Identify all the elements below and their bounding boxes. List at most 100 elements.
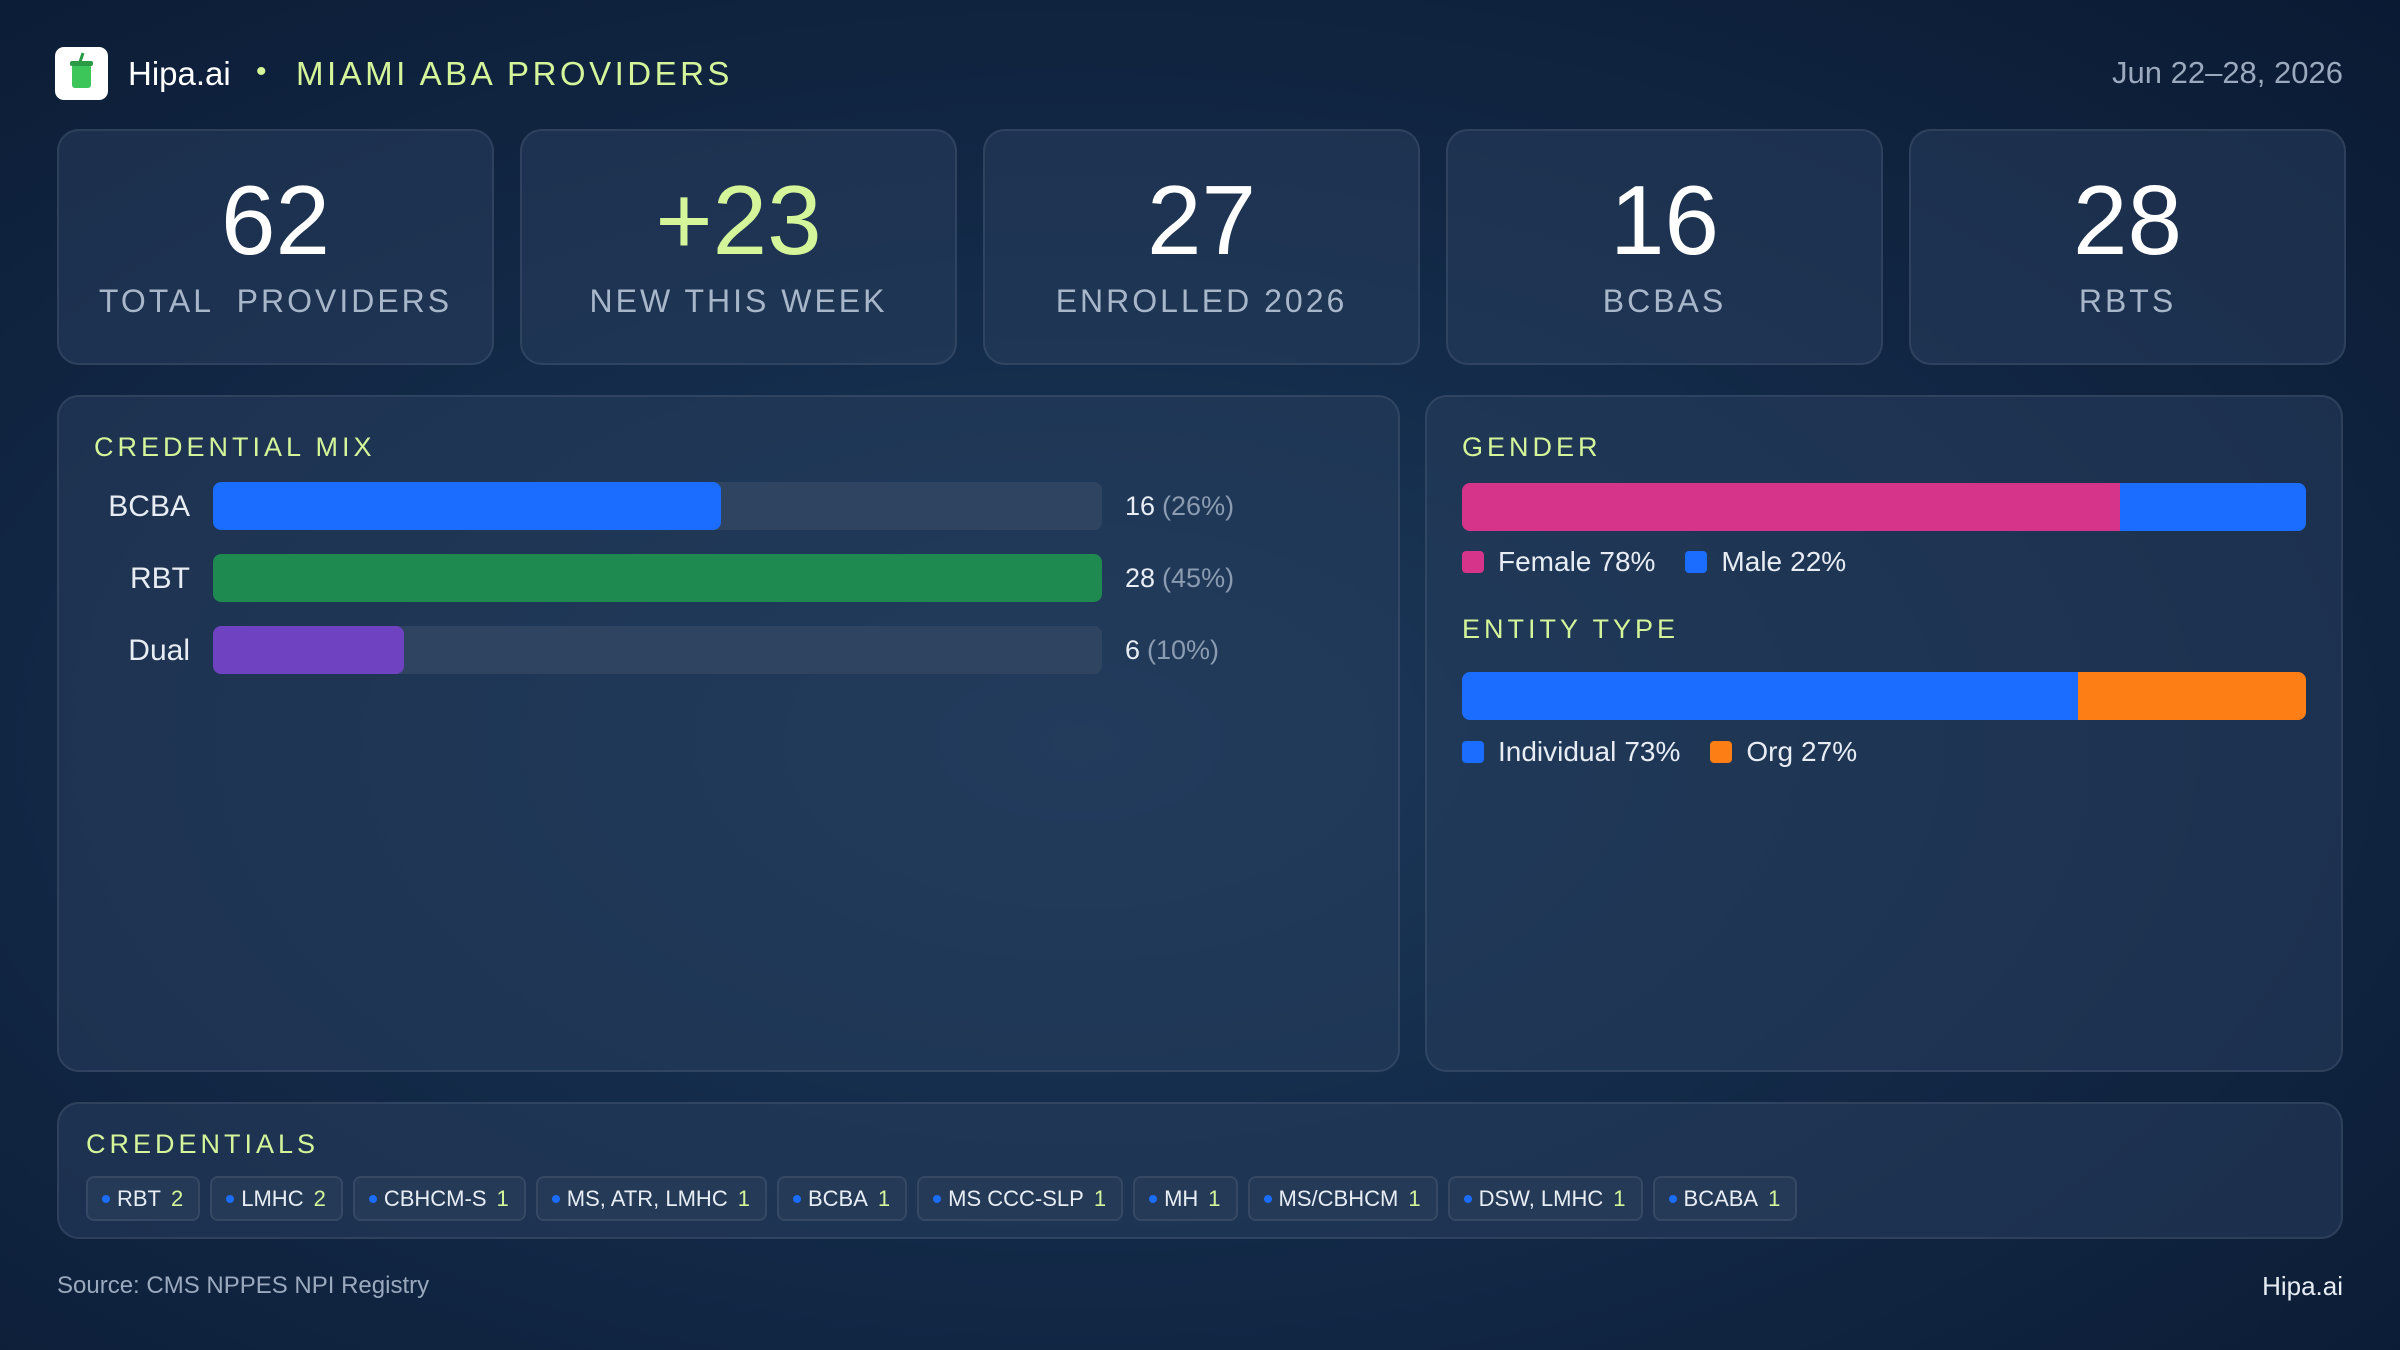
chip-dot — [1668, 1194, 1677, 1203]
legend: Individual 73% Org 27% — [1462, 736, 1887, 768]
credential-chip: DSW, LMHC 1 — [1447, 1176, 1643, 1221]
brand: Hipa.ai — [128, 55, 231, 92]
credential-chip: BCABA 1 — [1652, 1176, 1798, 1221]
page-title: MIAMI ABA PROVIDERS — [296, 55, 733, 92]
segment — [1462, 672, 2079, 720]
credential-chip: CBHCM-S 1 — [352, 1176, 526, 1221]
panel-title: GENDER — [1462, 432, 1602, 462]
chip-count: 1 — [1408, 1185, 1421, 1211]
bar-value: 6 (10%) — [1125, 635, 1219, 666]
bar — [213, 482, 721, 530]
bar — [213, 554, 1102, 602]
kpi-card: 62 TOTAL PROVIDERS — [57, 129, 494, 365]
chip-name: MS/CBHCM — [1278, 1185, 1399, 1211]
chip-dot — [368, 1194, 377, 1203]
credential-chip: BCBA 1 — [776, 1176, 908, 1221]
chip-count: 1 — [1613, 1185, 1626, 1211]
legend-swatch — [1685, 551, 1708, 573]
bar-label: Dual — [128, 634, 190, 667]
stacked-bar — [1462, 483, 2306, 531]
legend-value: 27% — [1801, 736, 1858, 767]
legend-value: 73% — [1624, 736, 1681, 767]
chip-name: RBT — [117, 1185, 161, 1211]
credential-mix-panel: CREDENTIAL MIX BCBA 16 (26%) RBT 28 (45%) Dual 6… — [57, 395, 1400, 1072]
kpi-value: 27 — [1146, 165, 1256, 275]
legend: Female 78% Male 22% — [1462, 546, 1876, 578]
chip-count: 1 — [877, 1185, 891, 1211]
chip-dot — [1149, 1194, 1158, 1203]
chip-count: 1 — [1208, 1185, 1221, 1211]
chip-dot — [933, 1194, 942, 1203]
segment — [2120, 483, 2306, 531]
credential-chip: RBT 2 — [86, 1176, 201, 1221]
legend-swatch — [1462, 741, 1484, 763]
kpi-value: 16 — [1609, 165, 1719, 275]
segment — [1462, 483, 2121, 531]
kpi-label: TOTAL PROVIDERS — [98, 283, 453, 319]
bar-label: RBT — [130, 562, 190, 595]
bar-value: 28 (45%) — [1125, 563, 1234, 594]
chip-row: RBT 2 LMHC 2 CBHCM-S 1 MS, ATR, LMHC 1 BCBA 1 MS C… — [86, 1176, 1807, 1221]
chip-count: 2 — [171, 1185, 184, 1211]
value: 28 — [1125, 563, 1156, 593]
legend-name: Individual — [1498, 736, 1617, 767]
kpi-value: +23 — [655, 165, 822, 275]
credential-chip: MS, ATR, LMHC 1 — [535, 1176, 767, 1221]
source: Source: CMS NPPES NPI Registry — [57, 1272, 430, 1299]
value: 6 — [1125, 635, 1141, 665]
bar-label: BCBA — [108, 490, 190, 523]
logo — [55, 47, 108, 100]
chip-count: 2 — [313, 1185, 326, 1211]
chip-count: 1 — [737, 1185, 750, 1211]
panel-title: CREDENTIAL MIX — [94, 432, 376, 462]
chip-name: MS, ATR, LMHC — [566, 1185, 728, 1211]
kpi-value: 28 — [2072, 165, 2182, 275]
credentials-panel: CREDENTIALS RBT 2 LMHC 2 CBHCM-S 1 MS, ATR, LMH… — [57, 1102, 2343, 1239]
bar-track — [213, 626, 1102, 674]
split-panel: GENDER Female 78% Male 22% ENTITY TYPE Individ… — [1425, 395, 2343, 1072]
stacked-bar — [1462, 672, 2306, 720]
share: (45%) — [1162, 563, 1235, 593]
credential-chip: LMHC 2 — [210, 1176, 343, 1221]
credential-chip: MS CCC-SLP 1 — [917, 1176, 1124, 1221]
legend-value: 22% — [1790, 546, 1847, 577]
kpi-label: BCBAS — [1602, 283, 1727, 319]
bar-track — [213, 482, 1102, 530]
chip-name: CBHCM-S — [383, 1185, 487, 1211]
chip-name: MH — [1164, 1185, 1199, 1211]
chip-count: 1 — [1768, 1185, 1781, 1211]
share: (10%) — [1147, 635, 1220, 665]
legend-name: Female — [1498, 546, 1592, 577]
kpi-label: RBTS — [2078, 283, 2177, 319]
legend-value: 78% — [1599, 546, 1656, 577]
credential-chip: MH 1 — [1133, 1176, 1238, 1221]
chip-dot — [551, 1194, 560, 1203]
separator: • — [256, 55, 267, 88]
chip-dot — [102, 1194, 110, 1203]
legend-swatch — [1462, 551, 1484, 573]
panel-title: ENTITY TYPE — [1462, 614, 1680, 644]
chip-count: 1 — [496, 1185, 509, 1211]
value: 16 — [1125, 491, 1156, 521]
kpi-card: 27 ENROLLED 2026 — [983, 129, 1420, 365]
share: (26%) — [1162, 491, 1235, 521]
credential-chip: MS/CBHCM 1 — [1247, 1176, 1438, 1221]
chip-name: MS CCC-SLP — [948, 1185, 1084, 1211]
kpi-label: NEW THIS WEEK — [589, 283, 888, 319]
chip-name: DSW, LMHC — [1478, 1185, 1604, 1211]
kpi-card: 16 BCBAS — [1446, 129, 1883, 365]
panel-title: CREDENTIALS — [86, 1129, 320, 1159]
legend-name: Org — [1746, 736, 1794, 767]
footer-brand: Hipa.ai — [2262, 1271, 2343, 1301]
chip-name: BCABA — [1683, 1185, 1759, 1211]
segment — [2078, 672, 2306, 720]
legend-name: Male — [1721, 546, 1783, 577]
kpi-card: 28 RBTS — [1909, 129, 2346, 365]
bar-value: 16 (26%) — [1125, 491, 1234, 522]
kpi-value: 62 — [220, 165, 330, 275]
chip-dot — [226, 1194, 235, 1203]
bar — [213, 626, 404, 674]
bar-track — [213, 554, 1102, 602]
date-range: Jun 22–28, 2026 — [2112, 55, 2343, 90]
